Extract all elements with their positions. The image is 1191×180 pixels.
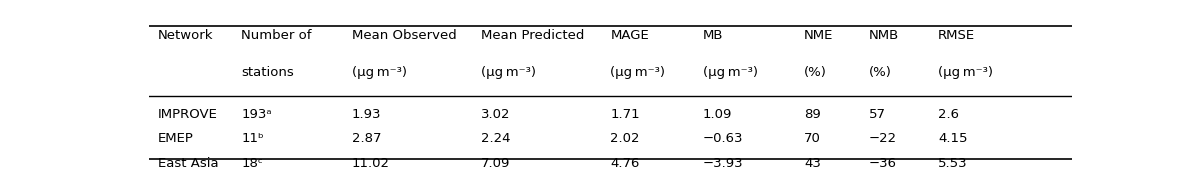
Text: 3.02: 3.02 (481, 107, 511, 121)
Text: MAGE: MAGE (611, 28, 649, 42)
Text: 11ᵇ: 11ᵇ (241, 132, 264, 145)
Text: 1.71: 1.71 (611, 107, 640, 121)
Text: (%): (%) (804, 66, 827, 79)
Text: (μg m⁻³): (μg m⁻³) (939, 66, 993, 79)
Text: 1.93: 1.93 (353, 107, 381, 121)
Text: 89: 89 (804, 107, 821, 121)
Text: (μg m⁻³): (μg m⁻³) (611, 66, 666, 79)
Text: 4.15: 4.15 (939, 132, 967, 145)
Text: 57: 57 (869, 107, 886, 121)
Text: Mean Observed: Mean Observed (353, 28, 456, 42)
Text: IMPROVE: IMPROVE (158, 107, 218, 121)
Text: 5.53: 5.53 (939, 158, 967, 170)
Text: (%): (%) (869, 66, 892, 79)
Text: 2.02: 2.02 (611, 132, 640, 145)
Text: −0.63: −0.63 (703, 132, 743, 145)
Text: MB: MB (703, 28, 723, 42)
Text: (μg m⁻³): (μg m⁻³) (481, 66, 536, 79)
Text: NMB: NMB (869, 28, 899, 42)
Text: 2.87: 2.87 (353, 132, 381, 145)
Text: EMEP: EMEP (158, 132, 194, 145)
Text: (μg m⁻³): (μg m⁻³) (703, 66, 757, 79)
Text: −36: −36 (869, 158, 897, 170)
Text: 2.6: 2.6 (939, 107, 959, 121)
Text: 11.02: 11.02 (353, 158, 389, 170)
Text: 193ᵃ: 193ᵃ (241, 107, 272, 121)
Text: 70: 70 (804, 132, 821, 145)
Text: −3.93: −3.93 (703, 158, 743, 170)
Text: 2.24: 2.24 (481, 132, 511, 145)
Text: 4.76: 4.76 (611, 158, 640, 170)
Text: −22: −22 (869, 132, 897, 145)
Text: stations: stations (241, 66, 294, 79)
Text: RMSE: RMSE (939, 28, 975, 42)
Text: 43: 43 (804, 158, 821, 170)
Text: NME: NME (804, 28, 834, 42)
Text: (μg m⁻³): (μg m⁻³) (353, 66, 407, 79)
Text: 7.09: 7.09 (481, 158, 511, 170)
Text: Network: Network (158, 28, 213, 42)
Text: Mean Predicted: Mean Predicted (481, 28, 585, 42)
Text: East Asia: East Asia (158, 158, 219, 170)
Text: 18ᶜ: 18ᶜ (241, 158, 263, 170)
Text: 1.09: 1.09 (703, 107, 732, 121)
Text: Number of: Number of (241, 28, 312, 42)
